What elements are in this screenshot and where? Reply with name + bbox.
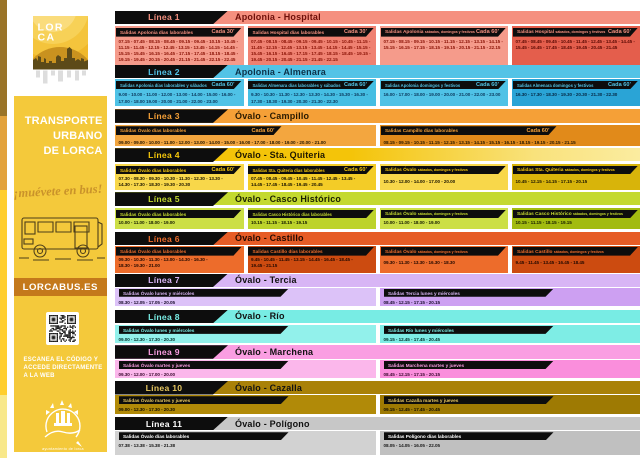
svg-text:ayuntamiento de lorca: ayuntamiento de lorca xyxy=(42,447,84,451)
svg-text:LOR: LOR xyxy=(37,22,63,34)
svg-text:CA: CA xyxy=(37,32,55,44)
